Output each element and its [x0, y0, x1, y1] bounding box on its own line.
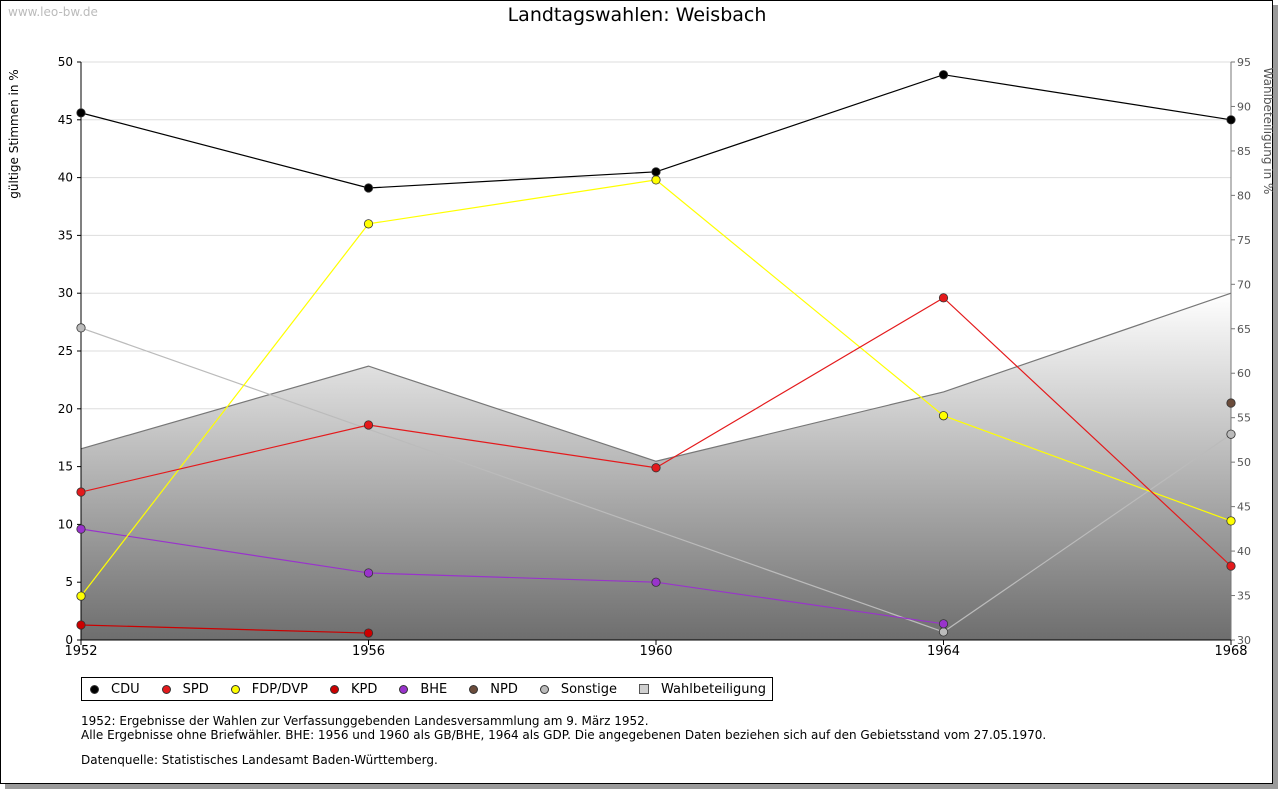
legend-label-wahlbeteiligung: Wahlbeteiligung — [661, 681, 767, 697]
y-tick-label-30: 30 — [58, 286, 73, 300]
point-kpd-1956 — [363, 628, 374, 638]
y-tick-label-20: 20 — [58, 402, 73, 416]
y2-tick-label-85: 85 — [1237, 145, 1251, 158]
series-line-bhe — [80, 528, 944, 625]
legend-item-spd: SPD — [159, 681, 209, 697]
y2-tick-label-65: 65 — [1237, 323, 1251, 336]
legend-item-kpd: KPD — [328, 681, 378, 697]
y-tick-label-40: 40 — [58, 171, 73, 185]
legend-marker-cdu — [88, 682, 101, 696]
legend-label-spd: SPD — [182, 681, 209, 697]
series-layer — [76, 70, 1236, 638]
point-fdp-dvp-1956 — [363, 219, 374, 229]
point-cdu-1956 — [363, 183, 374, 193]
point-fdp-dvp-1968 — [1226, 516, 1236, 526]
point-npd-1968 — [1226, 398, 1236, 408]
footnote-general: Alle Ergebnisse ohne Briefwähler. BHE: 1… — [81, 728, 1047, 742]
series-line-kpd — [80, 624, 369, 634]
y-tick-label-45: 45 — [58, 113, 73, 127]
y2-tick-label-35: 35 — [1237, 590, 1251, 603]
legend-item-cdu: CDU — [88, 681, 140, 697]
legend-item-bhe: BHE — [397, 681, 448, 697]
y2-tick-label-40: 40 — [1237, 545, 1251, 558]
y-tick-label-50: 50 — [58, 55, 73, 69]
y-tick-label-0: 0 — [65, 633, 73, 647]
y2-axis-label: Wahlbeteiligung in % — [1261, 68, 1273, 195]
legend-label-sonstige: Sonstige — [560, 681, 618, 697]
chart-svg: 0 5 10 15 20 25 30 35 40 45 50 30 35 40 45 50 55 60 65 70 75… — [7, 55, 1273, 659]
legend-item-wahlbeteiligung: Wahlbeteiligung — [639, 682, 766, 697]
y2-tick-label-50: 50 — [1237, 456, 1251, 469]
legend-label-kpd: KPD — [350, 681, 378, 697]
legend-marker-bhe — [397, 682, 411, 696]
y2-tick-label-70: 70 — [1237, 278, 1251, 291]
point-cdu-1968 — [1226, 115, 1236, 125]
point-bhe-1960 — [651, 577, 661, 587]
point-fdp-dvp-1960 — [651, 175, 661, 185]
legend-marker-npd — [467, 682, 481, 696]
legend-marker-wahlbeteiligung — [639, 684, 650, 694]
y-axis-label: gültige Stimmen in % — [7, 69, 21, 198]
legend-marker-spd — [159, 682, 173, 696]
y2-tick-label-95: 95 — [1237, 56, 1251, 69]
legend: CDU SPD FDP/DVP KPD BHE NPD Sonstige Wahlbeteil… — [81, 677, 774, 701]
y-tick-label-35: 35 — [58, 228, 73, 242]
legend-marker-fdp-dvp — [228, 682, 242, 696]
legend-marker-sonstige — [537, 682, 551, 696]
point-cdu-1964 — [938, 70, 949, 80]
y2-tick-label-45: 45 — [1237, 501, 1251, 514]
data-source: Datenquelle: Statistisches Landesamt Bad… — [81, 753, 438, 767]
footnote-1952: 1952: Ergebnisse der Wahlen zur Verfassu… — [81, 714, 649, 728]
y2-tick-label-90: 90 — [1237, 100, 1251, 113]
point-fdp-dvp-1952 — [76, 591, 86, 601]
point-cdu-1952 — [76, 108, 86, 118]
point-spd-1952 — [76, 487, 86, 497]
point-bhe-1952 — [76, 524, 86, 534]
point-sonstige-1968 — [1226, 429, 1236, 439]
point-kpd-1952 — [76, 620, 86, 630]
x-tick-label-1960: 1960 — [639, 644, 672, 659]
axes: 0 5 10 15 20 25 30 35 40 45 50 30 35 40 45 50 55 60 65 70 75… — [58, 55, 1251, 659]
legend-item-sonstige: Sonstige — [537, 681, 618, 697]
watermark: www.leo-bw.de — [8, 5, 98, 19]
x-tick-label-1952: 1952 — [64, 644, 97, 659]
point-fdp-dvp-1964 — [938, 411, 949, 421]
point-cdu-1960 — [651, 167, 661, 177]
chart-title: Landtagswahlen: Weisbach — [507, 4, 767, 26]
y2-tick-label-80: 80 — [1237, 189, 1251, 202]
legend-label-cdu: CDU — [111, 681, 140, 697]
point-spd-1968 — [1226, 561, 1236, 571]
point-spd-1956 — [363, 420, 374, 430]
point-bhe-1964 — [938, 619, 949, 629]
y2-tick-label-30: 30 — [1237, 634, 1251, 647]
legend-label-bhe: BHE — [420, 681, 448, 697]
point-sonstige-1964 — [938, 627, 949, 637]
turnout-line — [80, 292, 1232, 462]
legend-item-npd: NPD — [467, 681, 518, 697]
point-spd-1960 — [651, 463, 661, 473]
x-tick-label-1956: 1956 — [352, 644, 385, 659]
legend-item-fdp-dvp: FDP/DVP — [228, 681, 308, 697]
footnotes: 1952: Ergebnisse der Wahlen zur Verfassu… — [81, 714, 1046, 742]
point-spd-1964 — [938, 293, 949, 303]
y2-tick-label-60: 60 — [1237, 367, 1251, 380]
x-tick-label-1968: 1968 — [1214, 644, 1247, 659]
y-tick-label-5: 5 — [65, 575, 73, 589]
point-sonstige-1952 — [76, 323, 86, 333]
y2-tick-label-75: 75 — [1237, 234, 1251, 247]
point-bhe-1956 — [363, 568, 374, 578]
legend-label-fdp-dvp: FDP/DVP — [251, 681, 308, 697]
legend-label-npd: NPD — [490, 681, 518, 697]
legend-marker-kpd — [328, 682, 341, 696]
x-tick-label-1964: 1964 — [927, 644, 960, 659]
y-tick-label-10: 10 — [58, 517, 73, 531]
y-tick-label-15: 15 — [58, 460, 73, 474]
y2-tick-label-55: 55 — [1237, 412, 1251, 425]
y-tick-label-25: 25 — [58, 344, 73, 358]
